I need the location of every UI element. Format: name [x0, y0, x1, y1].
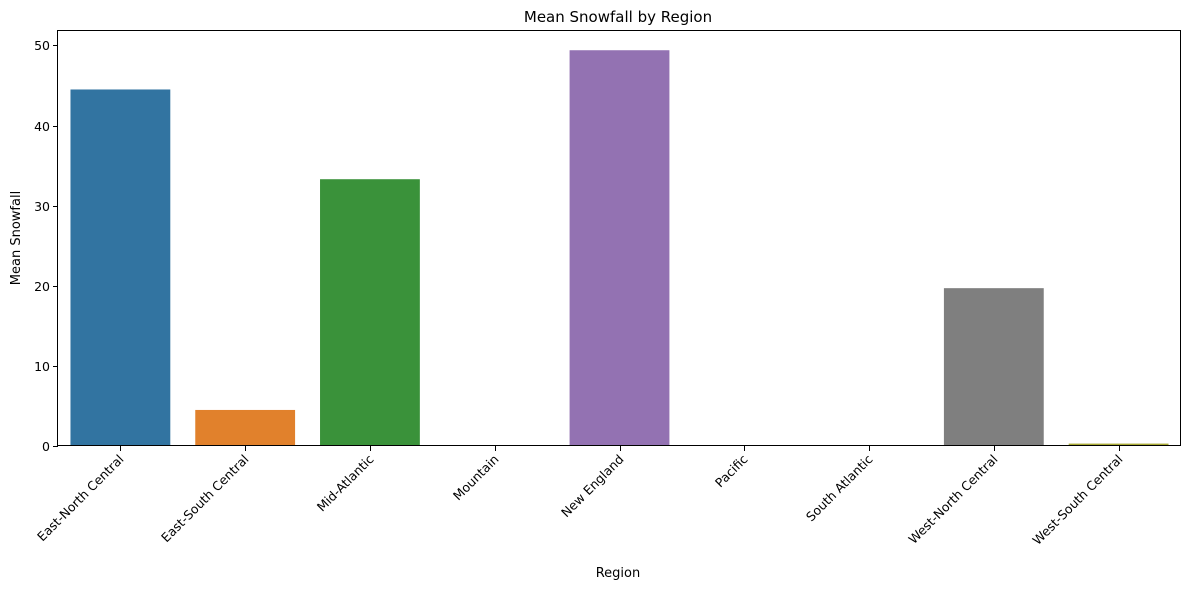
y-tick-label: 30 [34, 199, 50, 214]
x-tick-label: Mountain [450, 452, 502, 504]
plot-frame [57, 30, 1181, 446]
bar-west-south-central [1068, 443, 1169, 446]
x-axis-label: Region [596, 566, 641, 581]
chart-title: Mean Snowfall by Region [524, 8, 712, 26]
y-tick-label: 50 [34, 38, 50, 53]
x-axis: East-North Central East-South Central Mid-… [34, 446, 1126, 548]
bar-east-north-central [70, 89, 171, 446]
y-tick-label: 40 [34, 119, 50, 134]
y-axis: 0 10 20 30 40 50 [34, 38, 58, 454]
bar-mid-atlantic [320, 179, 420, 446]
x-tick-label: East-North Central [34, 452, 127, 545]
bars-group [70, 50, 1169, 446]
x-tick-label: South Atlantic [803, 451, 876, 524]
x-tick-label: West-South Central [1029, 452, 1125, 548]
y-tick-label: 10 [34, 359, 50, 374]
y-axis-label: Mean Snowfall [9, 191, 24, 285]
x-tick-label: Pacific [712, 451, 751, 490]
y-tick-label: 20 [34, 279, 50, 294]
x-tick-label: Mid-Atlantic [314, 451, 377, 514]
y-tick-label: 0 [42, 439, 50, 454]
x-tick-label: West-North Central [905, 452, 1000, 547]
x-tick-label: East-South Central [158, 452, 252, 546]
bar-east-south-central [195, 409, 296, 446]
bar-new-england [569, 50, 670, 446]
x-tick-label: New England [558, 452, 627, 521]
bar-west-north-central [943, 288, 1044, 446]
